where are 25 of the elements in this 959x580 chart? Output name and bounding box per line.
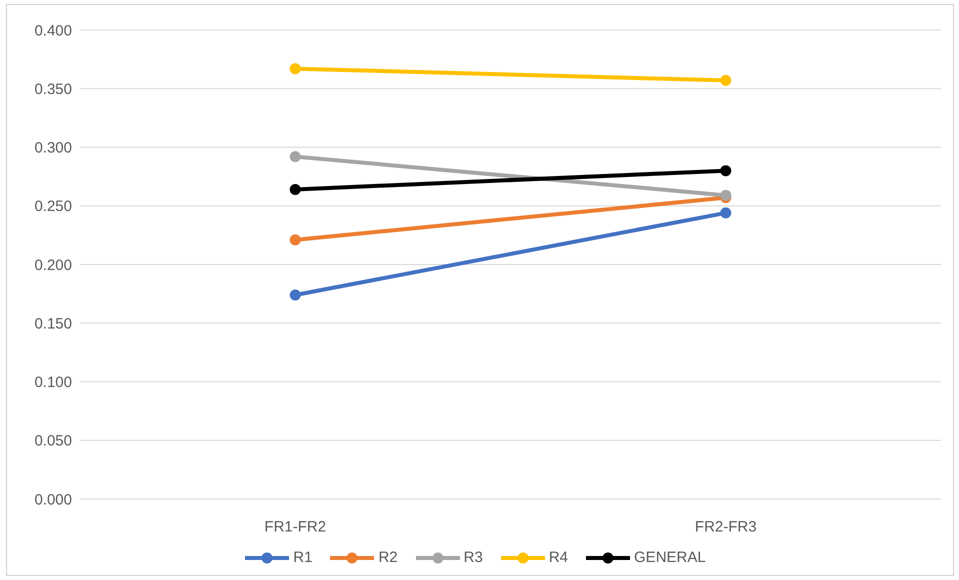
point [290, 289, 301, 300]
point [290, 234, 301, 246]
x-tick-label: FR1-FR2 [264, 518, 326, 536]
point [720, 207, 732, 218]
y-tick-label: 0.350 [34, 80, 72, 98]
y-tick-label: 0.400 [34, 22, 72, 40]
legend-label: R4 [548, 549, 568, 566]
legend-label: R2 [378, 549, 398, 566]
y-tick-label: 0.100 [34, 374, 72, 392]
point [720, 165, 732, 176]
legend-label: GENERAL [634, 549, 706, 566]
y-tick-label: 0.150 [34, 315, 72, 332]
legend-label: R3 [464, 549, 483, 566]
legend-label: R1 [293, 549, 312, 566]
point [720, 190, 732, 201]
point [720, 74, 732, 86]
point [290, 151, 301, 162]
point [290, 184, 301, 195]
point [290, 63, 301, 74]
x-tick-label: FR2-FR3 [694, 518, 757, 536]
y-tick-label: 0.050 [34, 432, 72, 450]
y-tick-label: 0.250 [34, 198, 72, 216]
y-tick-label: 0.000 [34, 491, 72, 508]
y-tick-label: 0.200 [34, 256, 72, 274]
y-tick-label: 0.300 [34, 140, 72, 157]
